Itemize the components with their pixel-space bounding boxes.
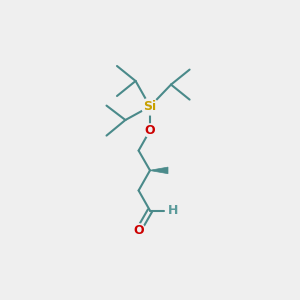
Text: Si: Si <box>143 100 157 113</box>
Circle shape <box>143 124 157 137</box>
Text: H: H <box>168 204 178 217</box>
Text: O: O <box>133 224 144 237</box>
Text: O: O <box>145 124 155 137</box>
Circle shape <box>132 224 145 237</box>
Polygon shape <box>150 167 168 174</box>
Circle shape <box>142 98 158 115</box>
